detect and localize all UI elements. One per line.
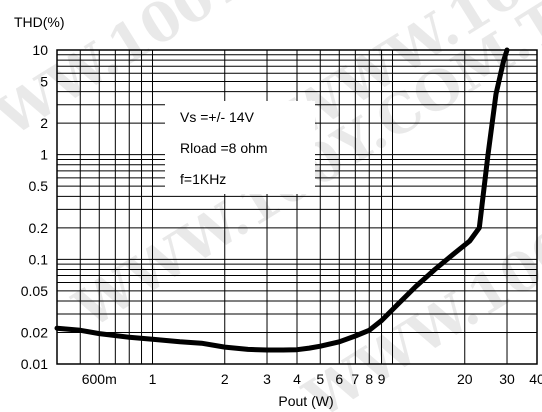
y-tick-label: 0.1 [29, 251, 49, 267]
x-tick-label: 20 [457, 371, 473, 387]
y-tick-label: 0.02 [21, 324, 48, 340]
x-tick-label: 6 [335, 371, 343, 387]
conditions-annotation: Vs =+/- 14V Rload =8 ohm f=1KHz [165, 101, 315, 194]
series [54, 47, 510, 353]
x-tick-label: 5 [316, 371, 324, 387]
x-tick-label: 9 [378, 371, 386, 387]
y-tick-label: 1 [40, 147, 48, 163]
x-tick-label: 1 [149, 371, 157, 387]
x-tick-label: 2 [221, 371, 229, 387]
y-tick-labels: 0.01 0.02 0.05 0.1 0.2 0.5 1 2 5 10 [21, 42, 48, 372]
y-tick-label: 0.2 [29, 220, 49, 236]
x-tick-label: 30 [499, 371, 515, 387]
y-tick-label: 0.01 [21, 356, 48, 372]
y-tick-label: 0.05 [21, 283, 48, 299]
x-tick-label: 7 [351, 371, 359, 387]
y-tick-label: 2 [40, 115, 48, 131]
x-tick-label: 600m [82, 371, 117, 387]
plot-frame [56, 49, 538, 365]
y-tick-label: 5 [40, 74, 48, 90]
annotation-box [165, 101, 315, 194]
annotation-line-2: Rload =8 ohm [180, 140, 268, 156]
x-tick-label: 3 [263, 371, 271, 387]
grid [56, 49, 538, 365]
x-tick-label: 8 [365, 371, 373, 387]
x-tick-label: 4 [293, 371, 301, 387]
y-tick-label: 0.5 [29, 178, 49, 194]
thd-curve [54, 47, 510, 353]
x-tick-labels: 600m 1 2 3 4 5 6 7 8 9 20 30 40 [82, 371, 542, 387]
annotation-line-1: Vs =+/- 14V [180, 109, 255, 125]
x-axis-title: Pout (W) [278, 393, 333, 409]
y-axis-title: THD(%) [14, 14, 65, 30]
y-tick-label: 10 [32, 42, 48, 58]
annotation-line-3: f=1KHz [180, 171, 226, 187]
x-tick-label: 40 [529, 371, 542, 387]
